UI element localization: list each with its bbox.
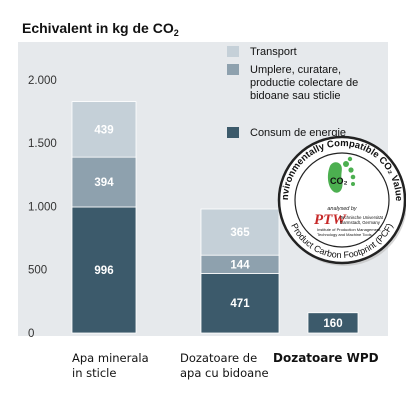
bar-segment [200,273,280,334]
bar-value-label: 160 [323,318,342,330]
seal-institute-line-2: Technology and Machine Tools [317,232,372,237]
pcf-seal: Environmentally Compatible CO₂ Values Pr… [277,135,406,266]
y-tick-label: 1.500 [28,138,57,150]
seal-institution-line-2: Darmstadt, Germany [340,220,381,225]
seal-inner-ring [294,152,390,248]
bar-value-label: 996 [94,265,113,277]
seal-co2-symbol: CO₂ [330,176,348,186]
category-label: Apa minerala in sticle [72,351,149,380]
seal-logo: PTW [314,212,347,228]
bar-segment [71,101,137,158]
category-label: Dozatoare WPD [273,351,379,365]
y-tick-label: 2.000 [28,75,57,87]
legend: Transport Umplere, curatare,productie col… [227,46,358,139]
seal-analysed-by: analysed by [327,206,358,212]
y-tick-label: 500 [28,265,47,277]
bar-segment [71,156,137,208]
y-tick-label: 0 [28,328,34,340]
bars: 996 394 439 471 144 365 160 [71,101,359,334]
seal-institution-line-1: Technische Universität [340,215,384,220]
legend-label: Transport [250,46,297,58]
bar-value-label: 439 [94,124,113,136]
bar-segment [307,312,359,334]
chart-title: Echivalent in kg de CO2 [22,20,179,38]
bar-value-label: 394 [94,177,114,189]
legend-swatch [227,64,239,75]
y-axis-ticks: 0 500 1.000 1.500 2.000 [28,75,57,340]
category-label: Dozatoare de apa cu bidoane [180,351,269,380]
y-tick-label: 1.000 [28,201,57,213]
bar-segment [200,208,280,256]
footprint-icon [327,156,356,193]
seal-institute-line-1: Institute of Production Management, [317,227,381,232]
bar-value-label: 471 [230,298,250,310]
bar-value-label: 365 [230,227,250,239]
legend-label: bidoane sau sticlie [250,90,341,102]
legend-label: productie colectare de [250,77,358,89]
legend-label: Consum de energie [250,127,346,139]
legend-swatch [227,46,239,57]
bar-value-label: 144 [230,259,250,271]
legend-label: Umplere, curatare, [250,64,341,76]
legend-swatch [227,127,239,138]
